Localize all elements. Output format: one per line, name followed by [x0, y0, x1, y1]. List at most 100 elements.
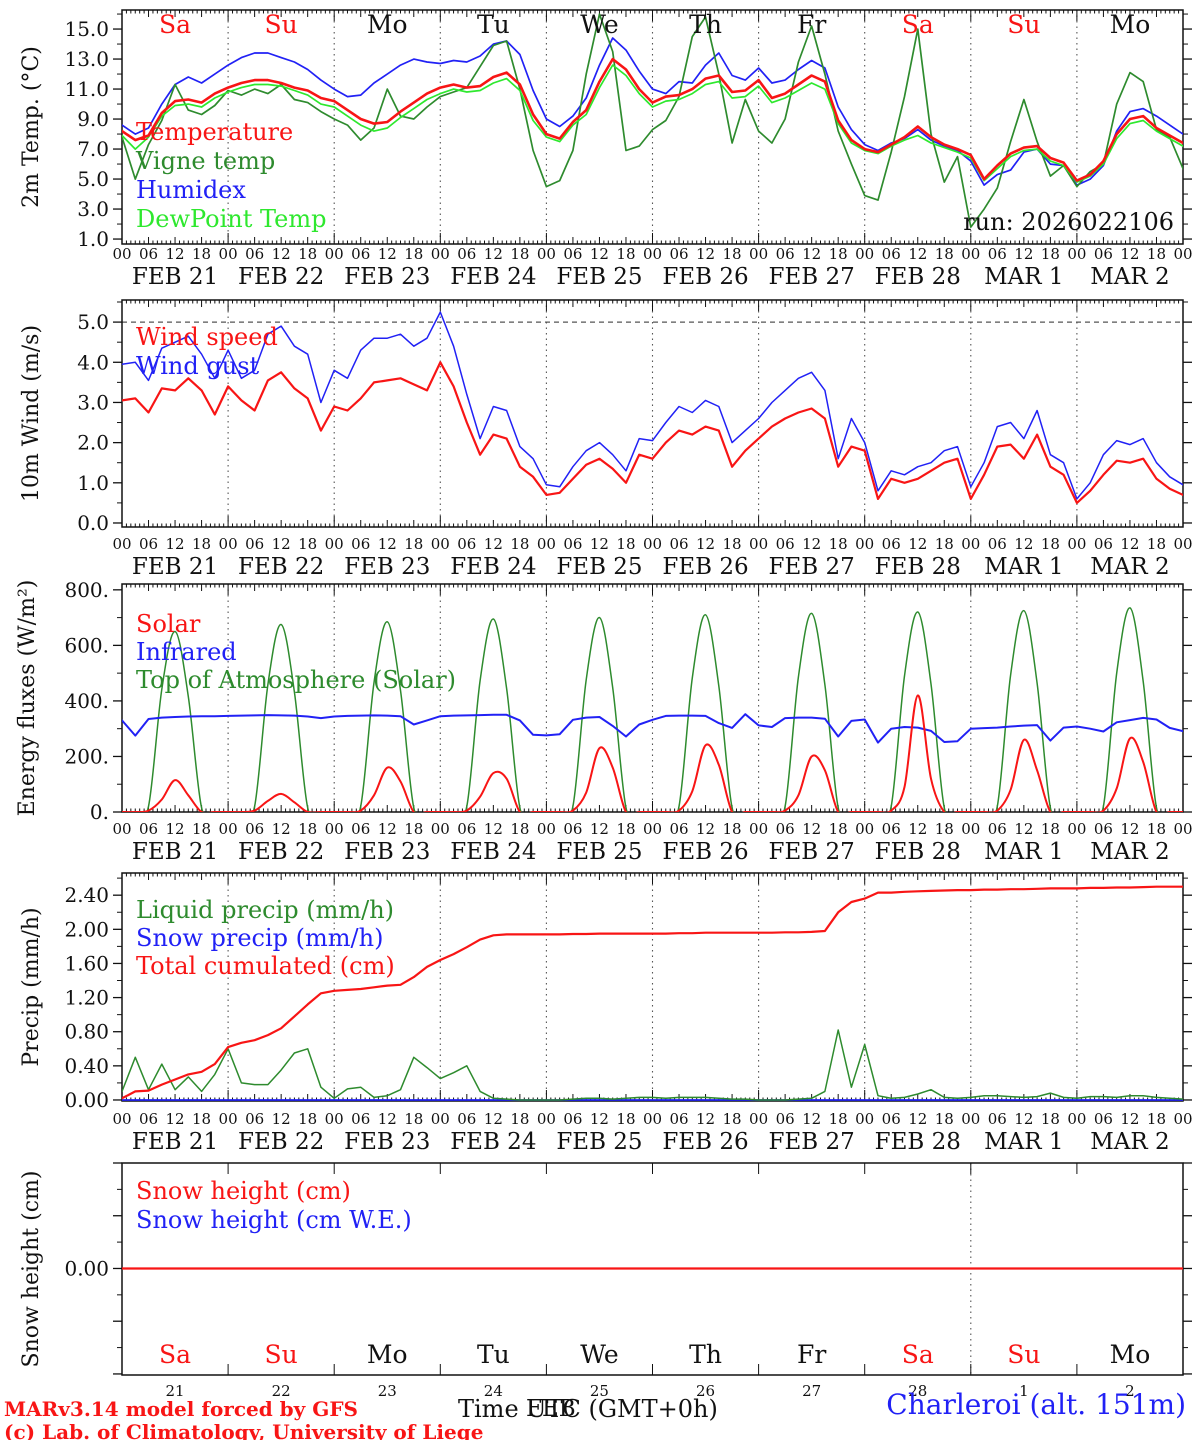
- date-label: FEB 24: [450, 839, 536, 865]
- date-label: FEB 25: [556, 1129, 642, 1155]
- hour-tick-label: 12: [484, 820, 503, 838]
- hour-tick-label: 06: [351, 535, 370, 553]
- hour-tick-label: 00: [219, 820, 238, 838]
- hour-tick-label: 18: [829, 1110, 848, 1128]
- hour-tick-label: 12: [1014, 820, 1033, 838]
- y-axis-title-wind: 10m Wind (m/s): [19, 325, 44, 502]
- legend-top-of-atmosphere-solar: Top of Atmosphere (Solar): [136, 666, 456, 694]
- day-name-label: Su: [1007, 1340, 1040, 1369]
- hour-tick-label: 00: [855, 1110, 874, 1128]
- hour-tick-label: 06: [669, 820, 688, 838]
- hour-tick-label: 00: [1173, 820, 1192, 838]
- day-name-label: Th: [689, 10, 722, 39]
- date-label: FEB 27: [769, 839, 855, 865]
- series-dewpoint-temp: [122, 64, 1183, 183]
- hour-tick-label: 12: [696, 535, 715, 553]
- day-name-label: Th: [689, 1340, 722, 1369]
- day-number-label: 27: [802, 1382, 821, 1400]
- date-label: MAR 2: [1090, 839, 1169, 865]
- hour-tick-label: 06: [882, 245, 901, 263]
- hour-tick-label: 06: [988, 820, 1007, 838]
- hour-tick-label: 06: [776, 535, 795, 553]
- y-tick-label: 0.40: [64, 1054, 109, 1078]
- date-label: MAR 1: [984, 839, 1063, 865]
- series-wind-speed: [122, 361, 1183, 504]
- hour-tick-label: 12: [908, 245, 927, 263]
- date-label: FEB 25: [556, 839, 642, 865]
- hour-tick-label: 18: [723, 820, 742, 838]
- hour-tick-label: 06: [776, 820, 795, 838]
- hour-tick-label: 00: [1067, 535, 1086, 553]
- day-name-label: Su: [265, 10, 298, 39]
- day-name-label: We: [580, 1340, 618, 1369]
- hour-tick-label: 12: [166, 535, 185, 553]
- hour-tick-label: 00: [961, 820, 980, 838]
- panel-precip: 2.40 2.00 1.60 1.20 0.80 0.40 0.00 Precip (mm/h…: [19, 872, 1193, 1155]
- hour-tick-label: 06: [139, 535, 158, 553]
- y-tick-label: 1.20: [64, 986, 109, 1010]
- series-temperature: [122, 57, 1183, 182]
- hour-tick-label: 00: [325, 535, 344, 553]
- legend-humidex: Humidex: [136, 176, 246, 204]
- y-tick-label: 0.00: [64, 1088, 109, 1112]
- lab-credit: (c) Lab. of Climatology, University of L…: [4, 1420, 484, 1440]
- hour-tick-label: 12: [272, 245, 291, 263]
- hour-tick-label: 06: [776, 1110, 795, 1128]
- date-label: MAR 2: [1090, 264, 1169, 290]
- hour-tick-label: 18: [1147, 535, 1166, 553]
- hour-tick-label: 06: [882, 820, 901, 838]
- hour-tick-label: 06: [351, 245, 370, 263]
- panel-temp: 15.0 13.0 11.0 9.0 7.0 5.0 3.0 1.0 2m Temp. (°C)…: [19, 9, 1193, 290]
- hour-tick-label: 12: [1014, 1110, 1033, 1128]
- hour-tick-label: 00: [855, 535, 874, 553]
- hour-tick-label: 12: [1120, 820, 1139, 838]
- hour-tick-label: 00: [431, 535, 450, 553]
- hour-tick-label: 18: [723, 245, 742, 263]
- hour-tick-label: 00: [431, 820, 450, 838]
- date-label: FEB 27: [769, 1129, 855, 1155]
- date-label: FEB 24: [450, 264, 536, 290]
- y-tick-label: 1.0: [77, 471, 109, 495]
- run-label: run: 2026022106: [963, 208, 1174, 236]
- series-solar: [122, 694, 1183, 812]
- hour-tick-label: 00: [643, 1110, 662, 1128]
- y-tick-label: 0.0: [77, 511, 109, 535]
- hour-tick-label: 18: [1041, 820, 1060, 838]
- legend-liquid-precip-mm-h: Liquid precip (mm/h): [136, 896, 394, 924]
- day-name-label: Mo: [1110, 10, 1151, 39]
- hour-tick-label: 18: [192, 1110, 211, 1128]
- hour-tick-label: 12: [696, 820, 715, 838]
- hour-tick-label: 18: [723, 1110, 742, 1128]
- hour-tick-label: 18: [935, 535, 954, 553]
- y-tick-label: 9.0: [77, 107, 109, 131]
- hour-tick-label: 06: [1094, 1110, 1113, 1128]
- y-tick-label: 600.: [64, 633, 109, 657]
- hour-tick-label: 00: [1067, 245, 1086, 263]
- day-name-label: Tu: [477, 1340, 510, 1369]
- hour-tick-label: 18: [298, 1110, 317, 1128]
- hour-tick-label: 18: [298, 245, 317, 263]
- day-number-label: 24: [484, 1382, 503, 1400]
- hour-tick-label: 18: [192, 535, 211, 553]
- hour-tick-label: 06: [139, 1110, 158, 1128]
- y-tick-label: 5.0: [77, 167, 109, 191]
- hour-tick-label: 12: [802, 820, 821, 838]
- day-name-label: Fr: [797, 1340, 826, 1369]
- hour-tick-label: 06: [1094, 820, 1113, 838]
- day-number-label: 1: [1019, 1382, 1029, 1400]
- legend-vigne-temp: Vigne temp: [135, 147, 275, 175]
- hour-tick-label: 06: [351, 1110, 370, 1128]
- hour-tick-label: 06: [563, 820, 582, 838]
- model-credit: MARv3.14 model forced by GFS: [4, 1397, 358, 1421]
- hour-tick-label: 00: [431, 1110, 450, 1128]
- hour-tick-label: 12: [696, 1110, 715, 1128]
- hour-tick-label: 00: [1067, 820, 1086, 838]
- day-name-label: Fr: [797, 10, 826, 39]
- hour-tick-label: 18: [829, 535, 848, 553]
- hour-tick-label: 00: [219, 245, 238, 263]
- hour-tick-label: 06: [669, 1110, 688, 1128]
- hour-tick-label: 12: [272, 1110, 291, 1128]
- y-axis-title-precip: Precip (mm/h): [19, 907, 44, 1066]
- y-tick-label: 11.0: [64, 77, 109, 101]
- date-label: FEB 28: [875, 1129, 961, 1155]
